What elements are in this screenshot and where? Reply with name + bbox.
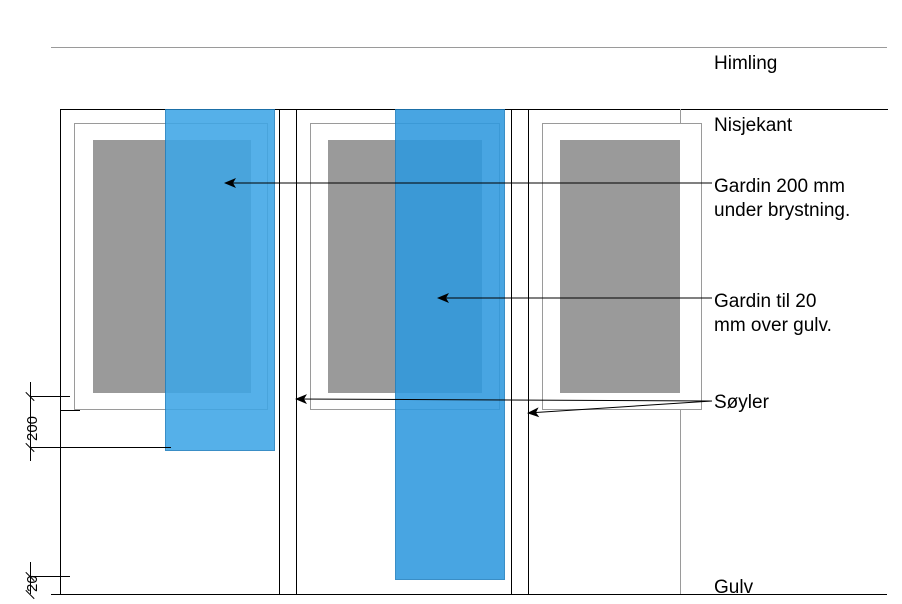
dim200-label: 200 [24, 416, 41, 441]
label-curtain-short: Gardin 200 mm under brystning. [714, 175, 850, 223]
diagram-stage: { "canvas": { "width": 902, "height": 60… [0, 0, 902, 604]
label-columns: Søyler [714, 391, 769, 415]
label-floor: Gulv [714, 576, 753, 600]
label-ceiling: Himling [714, 52, 777, 76]
label-curtain-long: Gardin til 20 mm over gulv. [714, 290, 832, 338]
dim20-label: 20 [24, 575, 41, 592]
dim200-ext-bot [30, 447, 171, 448]
dim200-ext-top [30, 396, 70, 397]
label-niche: Nisjekant [714, 114, 792, 138]
